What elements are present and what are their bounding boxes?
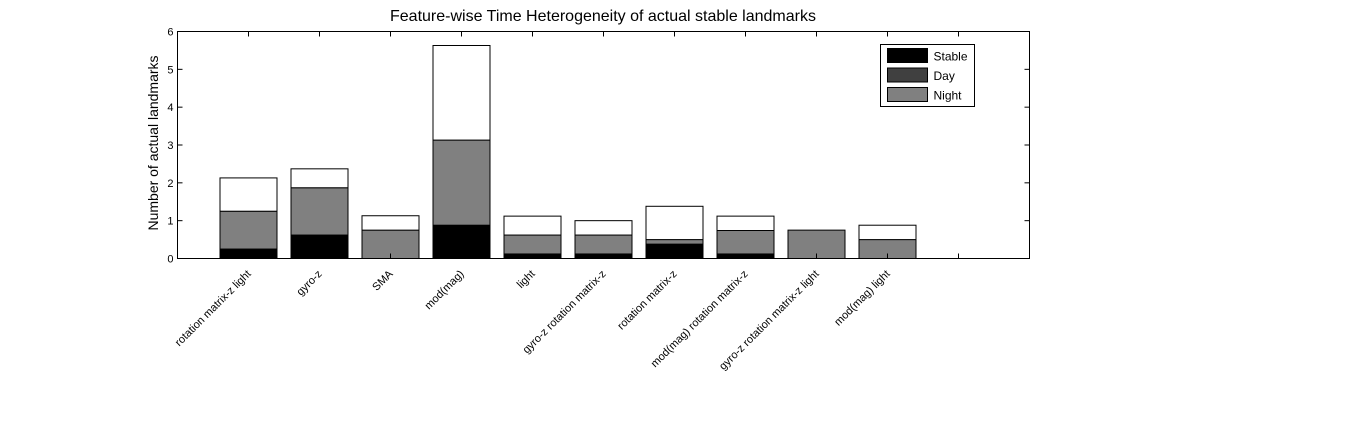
bar-segment-unlabeled-0 [219,177,278,212]
category-labels: rotation matrix-z light gyro-z SMA mod(mag)… [173,268,893,373]
x-category-label-0: rotation matrix-z light [173,268,254,349]
y-tick-label-0: 0 [167,254,173,266]
bar-segment-night-4 [503,234,562,255]
bar-segment-unlabeled-9 [858,224,917,241]
x-category-label-9: mod(mag) light [832,268,892,328]
x-category-label-1: gyro-z [295,268,325,298]
bar-segment-night-3 [432,139,491,226]
y-tick-label-6: 6 [167,27,173,39]
legend-swatch-stable [887,48,928,63]
x-category-label-2: SMA [370,268,396,294]
bar-segment-unlabeled-4 [503,215,562,236]
bar-segment-night-6 [645,239,704,245]
y-axis-label: Number of actual landmarks [145,55,161,230]
bar-segment-unlabeled-7 [716,215,775,232]
x-category-label-5: gyro-z rotation matrix-z [521,268,609,356]
bar-segment-night-5 [574,234,633,255]
legend-label-stable: Stable [934,50,968,64]
y-tick-label-1: 1 [167,216,173,228]
bar-segment-unlabeled-3 [432,44,491,141]
x-category-label-6: rotation matrix-z [615,268,679,332]
y-tick-label-4: 4 [167,102,173,114]
y-tick-label-2: 2 [167,178,173,190]
bar-segment-unlabeled-2 [361,215,420,231]
legend-label-day: Day [934,69,955,83]
chart-title: Feature-wise Time Heterogeneity of actua… [390,8,816,25]
bars-layer [219,44,917,260]
x-category-label-3: mod(mag) [423,268,467,312]
bar-segment-unlabeled-1 [290,168,349,189]
bar-segment-unlabeled-5 [574,220,633,236]
bar-segment-night-1 [290,187,349,236]
ticks-layer: 0 1 2 3 4 5 6 [167,27,1030,266]
bar-segment-unlabeled-6 [645,205,704,241]
bar-segment-night-0 [219,210,278,250]
bar-segment-night-7 [716,230,775,255]
y-tick-label-3: 3 [167,140,173,152]
y-tick-label-5: 5 [167,64,173,76]
legend-swatch-night [887,87,928,102]
x-category-label-4: light [515,268,538,291]
legend-swatch-day [887,67,928,83]
legend: Stable Day Night [880,44,975,107]
legend-label-night: Night [934,89,963,103]
